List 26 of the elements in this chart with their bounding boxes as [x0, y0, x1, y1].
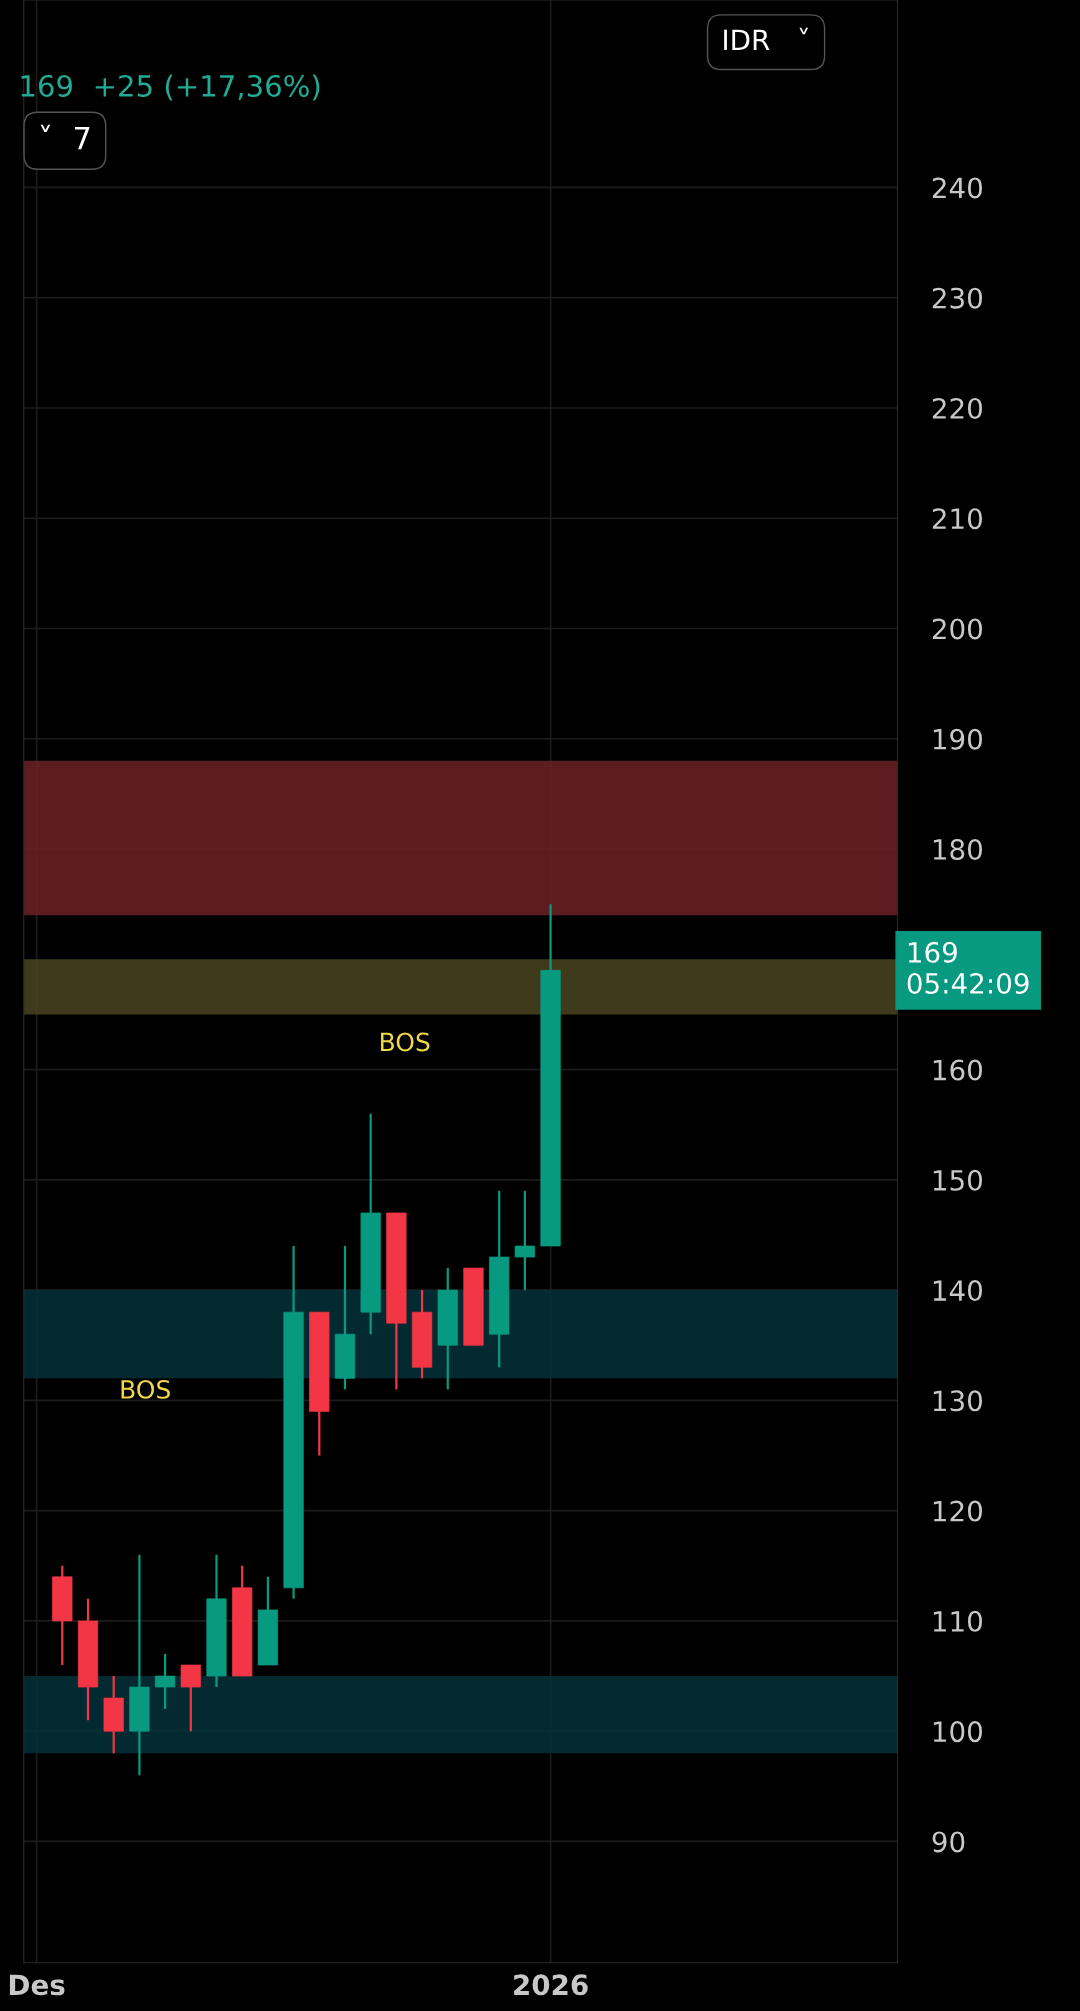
y-tick-label: 220 — [932, 397, 982, 419]
y-tick-label: 190 — [933, 728, 982, 750]
y-tick-label: 180 — [933, 838, 982, 860]
y-tick-label: 210 — [932, 508, 982, 530]
candlestick — [154, 1652, 176, 1711]
y-tick-label: 160 — [933, 1059, 982, 1081]
x-tick-label: 2026 — [514, 1974, 588, 1996]
y-tick-label: 130 — [933, 1390, 982, 1412]
y-tick-label: 200 — [932, 618, 982, 640]
y-tick-label: 150 — [933, 1169, 982, 1191]
y-tick-label: 120 — [933, 1500, 982, 1522]
y-tick-label: 140 — [933, 1280, 982, 1302]
y-tick-label: 100 — [933, 1721, 982, 1743]
x-tick-label: Des — [9, 1974, 65, 1996]
candlestick — [180, 1663, 201, 1733]
text: 169 05:42:09 — [907, 941, 1029, 994]
y-tick-label: 230 — [932, 287, 982, 309]
candlestick — [514, 1189, 535, 1292]
annotation: BOS — [121, 1379, 170, 1399]
text: 169 +25 (+17,36%) — [21, 74, 320, 101]
annotation: BOS — [381, 1032, 430, 1052]
annotation: ˅ 7 — [40, 124, 90, 150]
y-tick-label: 90 — [932, 1831, 965, 1853]
y-tick-label: 240 — [932, 177, 982, 199]
y-tick-label: 110 — [933, 1610, 982, 1632]
annotation: IDR ˅ — [724, 27, 809, 50]
